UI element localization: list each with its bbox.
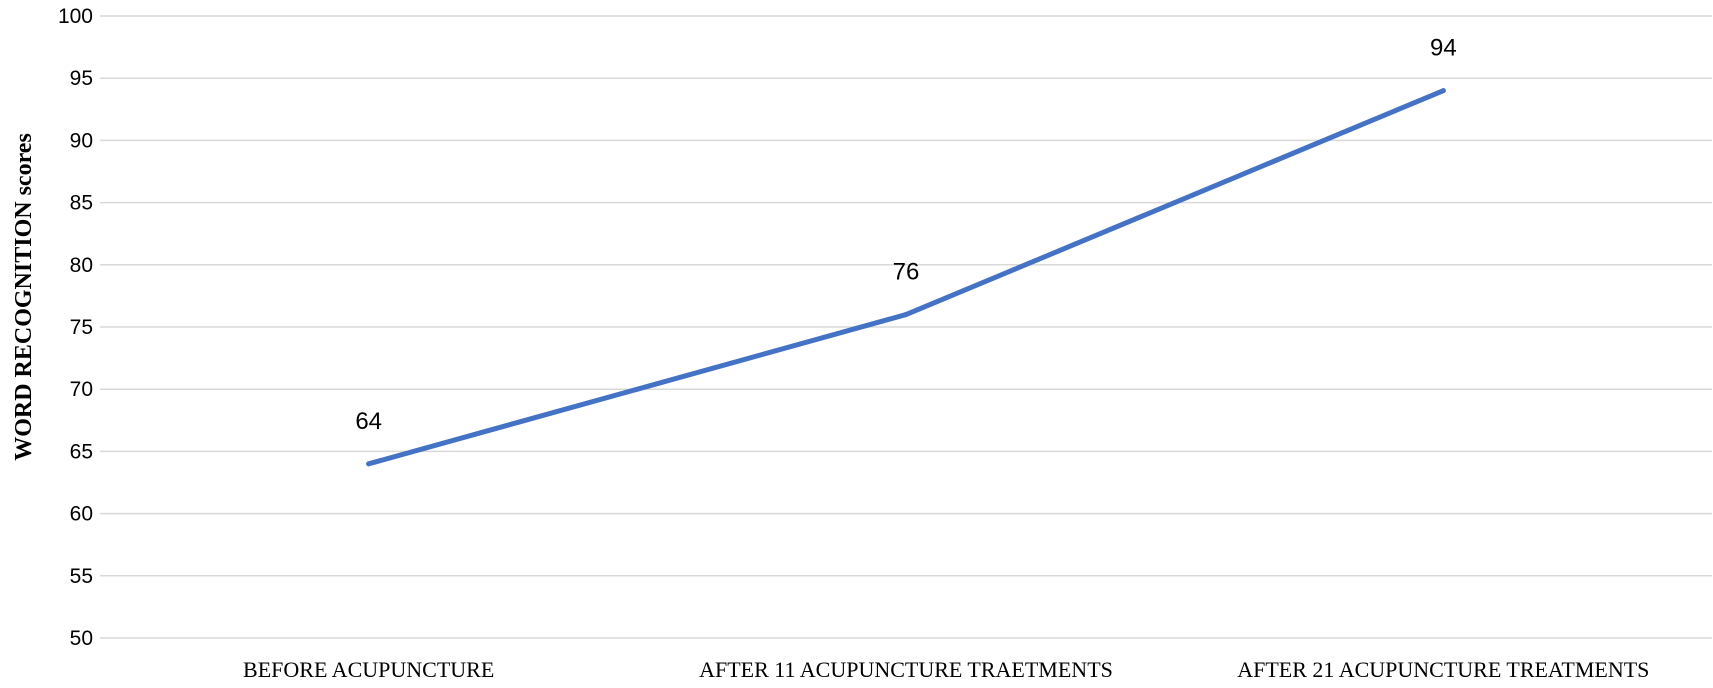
y-tick-label: 70 (70, 378, 93, 401)
data-labels: 64 76 94 (355, 35, 1456, 435)
y-tick-label: 100 (58, 5, 93, 28)
y-tick-label: 90 (70, 129, 93, 152)
y-tick-label: 85 (70, 192, 93, 215)
x-tick-label: AFTER 21 ACUPUNCTURE TREATMENTS (1237, 657, 1649, 682)
y-axis-ticks: 50 55 60 65 70 75 80 85 90 95 100 (58, 5, 93, 650)
data-label: 94 (1430, 35, 1457, 62)
data-point (366, 461, 372, 467)
gridlines (100, 15, 1712, 639)
y-tick-label: 65 (70, 440, 93, 463)
data-point (903, 312, 909, 318)
y-tick-label: 80 (70, 254, 93, 277)
x-axis-ticks: BEFORE ACUPUNCTURE AFTER 11 ACUPUNCTURE T… (243, 657, 1649, 682)
y-tick-label: 75 (70, 316, 93, 339)
y-tick-label: 95 (70, 67, 93, 90)
data-point (1440, 88, 1446, 94)
y-axis-label: WORD RECOGNITION scores (11, 133, 37, 461)
x-tick-label: AFTER 11 ACUPUNCTURE TRAETMENTS (699, 657, 1113, 682)
series-group (366, 88, 1446, 467)
y-tick-label: 60 (70, 503, 93, 526)
data-label: 64 (355, 408, 382, 435)
x-tick-label: BEFORE ACUPUNCTURE (243, 657, 494, 682)
y-tick-label: 50 (70, 627, 93, 650)
data-label: 76 (893, 259, 920, 286)
y-tick-label: 55 (70, 565, 93, 588)
